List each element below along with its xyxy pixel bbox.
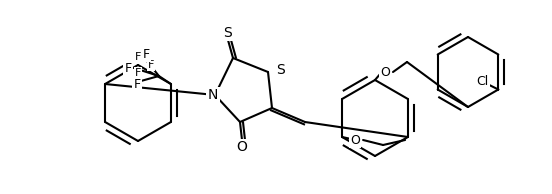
Text: F: F <box>142 48 150 61</box>
Text: O: O <box>350 133 360 146</box>
Text: O: O <box>237 140 247 154</box>
Text: N: N <box>208 88 218 102</box>
Text: S: S <box>224 26 232 40</box>
Text: F: F <box>124 61 131 74</box>
Text: F: F <box>135 68 141 78</box>
Text: F: F <box>135 52 141 62</box>
Text: Cl: Cl <box>476 75 489 88</box>
Text: F: F <box>134 77 140 90</box>
Text: O: O <box>380 66 390 79</box>
Text: F: F <box>148 60 154 70</box>
Text: S: S <box>276 63 285 77</box>
